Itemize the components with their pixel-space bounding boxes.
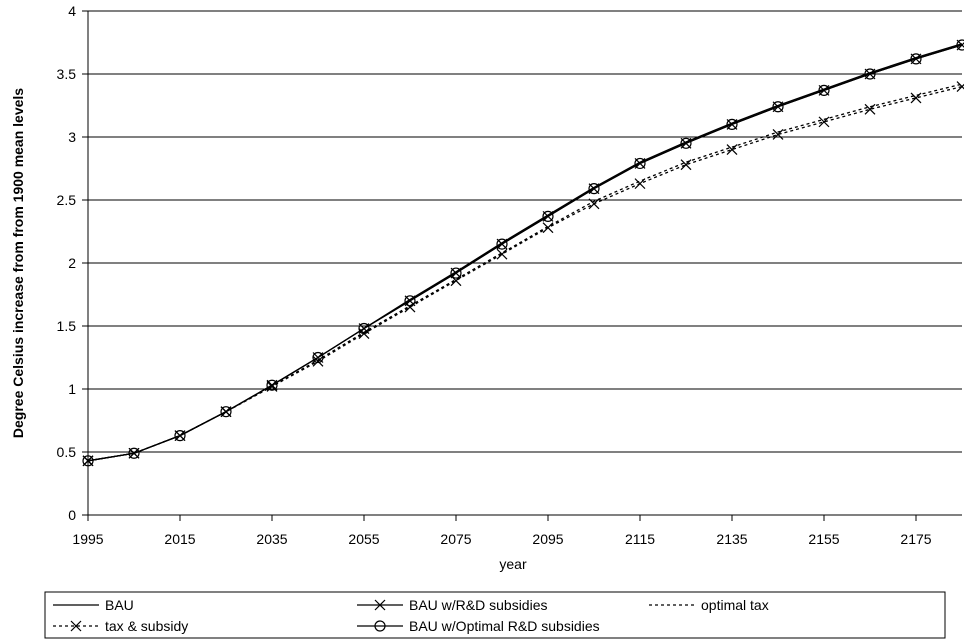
data-point (726, 144, 738, 156)
data-point (312, 351, 324, 364)
data-point (496, 238, 508, 250)
legend-item: BAU w/R&D subsidies (357, 597, 548, 613)
legend-marker (374, 620, 386, 632)
data-point (220, 406, 232, 418)
data-point (956, 81, 964, 93)
y-tick-label: 2.5 (57, 192, 77, 208)
legend-label: optimal tax (701, 597, 769, 613)
data-point (588, 198, 600, 210)
data-point (82, 455, 94, 467)
gridlines (88, 10, 962, 453)
x-tick-label: 2115 (625, 531, 655, 547)
series-4 (82, 39, 964, 467)
x-tick-label: 1995 (72, 531, 103, 547)
x-tick-label: 2035 (256, 531, 287, 547)
data-point (634, 178, 646, 190)
x-tick-label: 2015 (164, 531, 195, 547)
legend-label: BAU w/Optimal R&D subsidies (409, 618, 600, 634)
series-line (87, 43, 963, 462)
data-point (266, 379, 278, 391)
data-point (542, 222, 554, 234)
legend-box (44, 591, 946, 639)
x-tick-label: 2055 (348, 531, 379, 547)
series-1 (82, 39, 964, 467)
y-tick-label: 4 (68, 3, 76, 19)
data-point (312, 355, 324, 367)
series-line (87, 44, 963, 462)
series-2 (87, 83, 963, 462)
legend: BAU BAU w/R&D subsidies optimal tax tax & s… (44, 591, 946, 639)
y-tick-label: 3 (68, 129, 76, 145)
y-axis-title: Degree Celsius increase from from 1900 m… (10, 88, 26, 438)
data-point (818, 116, 830, 128)
x-tick-label: 2095 (532, 531, 563, 547)
series-layer (82, 39, 964, 467)
data-point (680, 137, 692, 149)
data-point (496, 248, 508, 260)
legend-item: BAU w/Optimal R&D subsidies (357, 618, 600, 634)
data-point (864, 103, 876, 115)
y-tick-label: 0 (68, 507, 76, 523)
y-tick-label: 0.5 (57, 444, 77, 460)
y-tick-label: 3.5 (57, 66, 77, 82)
legend-item: BAU (53, 597, 134, 613)
y-tick-label: 2 (68, 255, 76, 271)
legend-label: tax & subsidy (105, 618, 188, 634)
legend-label: BAU w/R&D subsidies (409, 597, 548, 613)
data-point (956, 39, 964, 51)
data-point (910, 92, 922, 104)
data-point (864, 68, 876, 80)
data-point (818, 84, 830, 96)
series-line (87, 44, 963, 462)
data-point (772, 129, 784, 140)
series-0 (87, 43, 963, 462)
legend-item: optimal tax (649, 597, 769, 613)
series-line (87, 85, 963, 462)
data-point (680, 159, 692, 171)
legend-marker (70, 620, 82, 632)
x-tick-label: 2075 (440, 531, 471, 547)
data-point (634, 157, 646, 170)
x-tick-labels: 1995 2015 2035 2055 2075 2095 2115 2135 2155 2175 (72, 515, 932, 547)
data-point (910, 53, 922, 65)
data-point (404, 295, 416, 307)
x-axis-title: year (499, 556, 527, 572)
y-tick-label: 1 (68, 381, 76, 397)
y-tick-labels: 0 0.5 1 1.5 2 2.5 3 3.5 4 (57, 3, 88, 523)
legend-label: BAU (105, 597, 134, 613)
x-tick-label: 2135 (716, 531, 747, 547)
data-point (542, 210, 554, 222)
legend-item: tax & subsidy (53, 618, 188, 634)
x-tick-label: 2175 (900, 531, 931, 547)
legend-marker (374, 599, 386, 611)
data-point (450, 267, 462, 279)
data-point (588, 183, 600, 195)
x-tick-label: 2155 (808, 531, 839, 547)
data-point (128, 447, 140, 459)
series-3 (82, 81, 964, 467)
data-point (358, 322, 370, 335)
series-line (87, 83, 963, 462)
y-tick-label: 1.5 (57, 318, 77, 334)
data-point (174, 430, 186, 442)
data-point (726, 118, 738, 131)
data-point (772, 101, 784, 113)
